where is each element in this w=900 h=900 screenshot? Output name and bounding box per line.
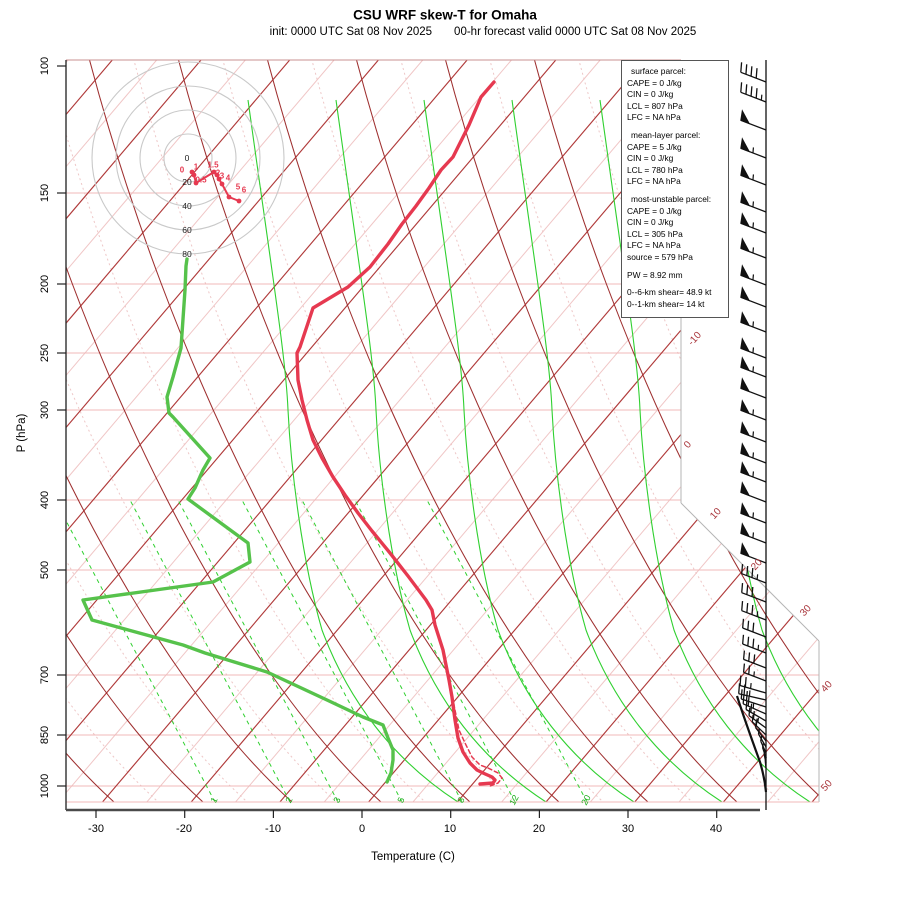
temp-tick-label: 0 [358, 823, 366, 835]
parcel-info-panel: surface parcel: CAPE = 0 J/kg CIN = 0 J/… [621, 60, 729, 318]
pressure-tick-label: 1000 [39, 773, 51, 799]
info-line: LFC = NA hPa [627, 112, 681, 123]
info-line: LFC = NA hPa [627, 176, 681, 187]
hodograph-height-label: 4 [225, 173, 231, 183]
pressure-tick-label: 400 [39, 490, 51, 510]
hodograph-ring-label: 0 [184, 153, 190, 163]
info-line: CAPE = 0 J/kg [627, 77, 682, 88]
hodograph [91, 61, 285, 255]
pressure-tick-label: 250 [39, 343, 51, 363]
hodograph-ring-label: 40 [182, 201, 192, 211]
shear-1km-line: 0--1-km shear= 14 kt [627, 298, 705, 309]
info-line: CIN = 0 J/kg [627, 217, 674, 228]
pressure-tick-label: 700 [39, 665, 51, 685]
hodograph-ring-label: 20 [182, 177, 192, 187]
pressure-tick-label: 300 [39, 400, 51, 420]
dewpoint-trace [81, 257, 395, 784]
info-line: LCL = 305 hPa [627, 228, 683, 239]
info-line: LCL = 780 hPa [627, 164, 683, 175]
hodograph-height-label: 1 [193, 162, 199, 172]
pressure-tick-label: 200 [39, 274, 51, 294]
page-title: CSU WRF skew-T for Omaha [353, 7, 537, 23]
pw-line: PW = 8.92 mm [627, 269, 683, 280]
info-line: LCL = 807 hPa [627, 100, 683, 111]
temp-tick-label: -30 [88, 823, 104, 835]
hodograph-height-label: 0.5 [195, 175, 207, 185]
wind-barb-column [735, 60, 768, 810]
pressure-tick-label: 500 [39, 560, 51, 580]
hodograph-height-label: 5 [235, 182, 241, 192]
temp-tick-label: 10 [443, 823, 457, 835]
info-line: CAPE = 5 J/kg [627, 141, 682, 152]
mean-layer-parcel-header: mean-layer parcel: [631, 129, 701, 140]
info-line: CIN = 0 J/kg [627, 89, 674, 100]
shear-6km-line: 0--6-km shear= 48.9 kt [627, 287, 712, 298]
temperature-axis-label: Temperature (C) [371, 851, 455, 863]
temp-tick-label: 30 [621, 823, 635, 835]
temp-tick-label: 40 [709, 823, 723, 835]
pressure-tick-label: 850 [39, 725, 51, 745]
hodograph-ring-label: 60 [182, 225, 192, 235]
pressure-tick-label: 100 [39, 56, 51, 76]
pressure-tick-label: 150 [39, 183, 51, 203]
hodograph-ring-label: 80 [182, 249, 192, 259]
info-line: source = 579 hPa [627, 251, 693, 262]
info-line: CAPE = 0 J/kg [627, 205, 682, 216]
valid-time-text: 00-hr forecast valid 0000 UTC Sat 08 Nov… [454, 26, 697, 38]
plot-frame [57, 59, 820, 818]
temperature-trace [295, 80, 497, 786]
subtitle: init: 0000 UTC Sat 08 Nov 2025 00-hr for… [270, 26, 697, 38]
parcel-trace [449, 689, 503, 787]
hodograph-height-label: 0 [179, 165, 185, 175]
info-line: CIN = 0 J/kg [627, 153, 674, 164]
hodograph-height-label: 1.5 [207, 160, 219, 170]
temp-tick-label: -20 [176, 823, 192, 835]
background-grid [66, 60, 819, 802]
sounding-traces [81, 80, 503, 787]
hodograph-height-label: 3 [219, 171, 225, 181]
temp-tick-label: 20 [532, 823, 546, 835]
hodograph-height-label: 2 [215, 168, 221, 178]
temp-tick-label: -10 [265, 823, 281, 835]
init-time-text: init: 0000 UTC Sat 08 Nov 2025 [269, 26, 433, 38]
pressure-axis-label: P (hPa) [16, 413, 28, 453]
info-line: LFC = NA hPa [627, 240, 681, 251]
surface-parcel-header: surface parcel: [631, 66, 686, 76]
most-unstable-parcel-header: most-unstable parcel: [631, 193, 712, 204]
hodograph-height-label: 6 [241, 185, 247, 195]
